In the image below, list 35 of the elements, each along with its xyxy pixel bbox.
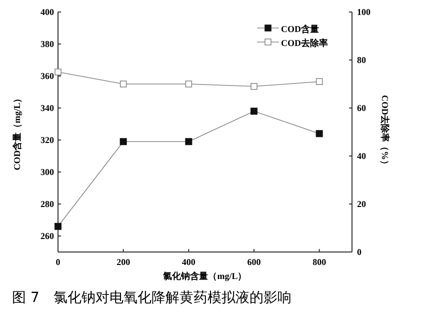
point xyxy=(250,108,258,115)
y-axis-title: COD含量（mg/L） xyxy=(12,94,22,170)
x-axis-title: 氯化钠含量（mg/L） xyxy=(162,271,247,281)
y-tick-label: 340 xyxy=(40,103,54,113)
y2-tick-label: 20 xyxy=(357,199,366,209)
point xyxy=(185,80,192,88)
y2-tick-label: 60 xyxy=(357,103,366,113)
x-tick-label: 600 xyxy=(247,257,262,267)
x-tick-label: 400 xyxy=(182,257,196,267)
point xyxy=(316,78,323,85)
x-tick-label: 800 xyxy=(312,257,327,267)
point xyxy=(120,138,127,146)
y-tick-label: 260 xyxy=(40,231,54,241)
y-tick-label: 400 xyxy=(40,7,54,17)
y-tick-label: 280 xyxy=(40,199,54,209)
y2-axis-title: COD去除率（%） xyxy=(380,95,390,169)
y2-tick-label: 100 xyxy=(357,7,371,17)
point xyxy=(316,130,323,138)
y2-tick-label: 40 xyxy=(357,151,366,161)
x-tick-label: 0 xyxy=(56,257,61,267)
y-tick-label: 360 xyxy=(40,71,54,81)
y-tick-label: 380 xyxy=(40,39,54,49)
y2-tick-label: 0 xyxy=(357,247,362,257)
y-tick-label: 300 xyxy=(40,167,54,177)
point xyxy=(120,80,127,88)
legend-label: COD去除率 xyxy=(281,38,328,48)
caption: 图 7 氯化钠对电氧化降解黄药模拟液的影响 xyxy=(12,290,292,306)
point xyxy=(54,222,62,230)
point xyxy=(185,138,192,146)
y-tick-label: 320 xyxy=(40,135,54,145)
y2-tick-label: 80 xyxy=(357,55,366,65)
point xyxy=(54,68,62,76)
x-tick-label: 200 xyxy=(116,257,131,267)
point xyxy=(250,83,258,90)
legend-label: COD含量 xyxy=(281,24,319,34)
